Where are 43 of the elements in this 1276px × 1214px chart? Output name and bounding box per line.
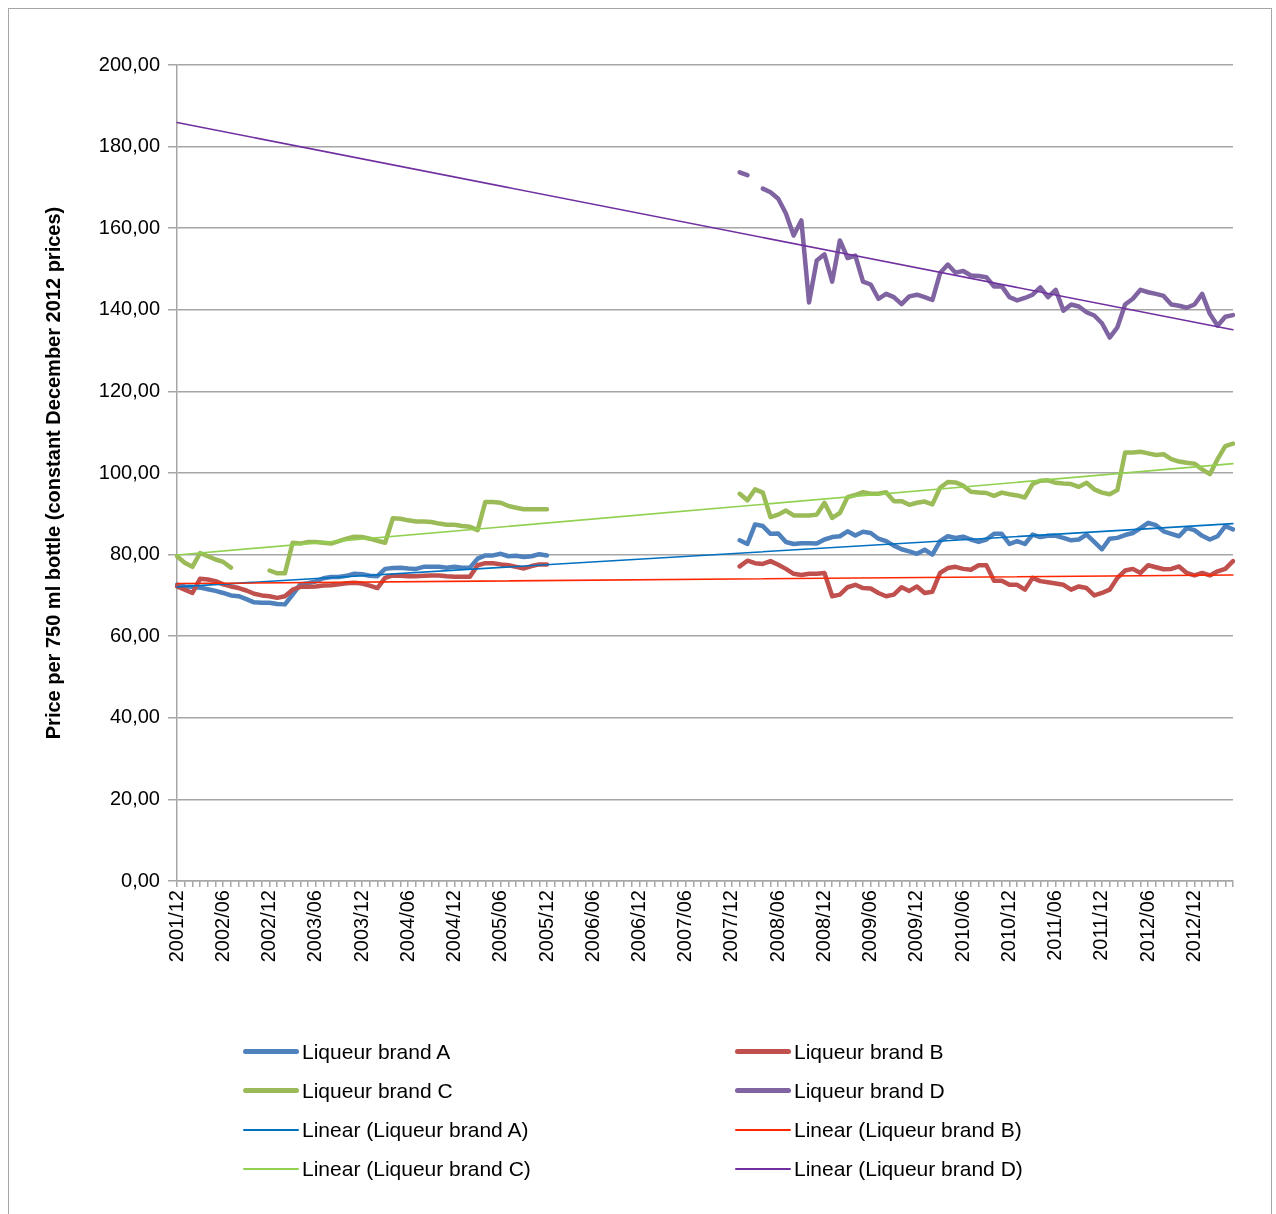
y-tick-label: 180,00 — [98, 134, 160, 157]
x-tick-label: 2004/12 — [442, 890, 464, 963]
x-tick-label: 2012/12 — [1181, 890, 1204, 963]
x-tick-label: 2008/06 — [765, 890, 788, 963]
x-tick-label: 2010/12 — [996, 890, 1019, 963]
legend-label: Linear (Liqueur brand B) — [794, 1117, 1022, 1142]
legend-label: Liqueur brand C — [302, 1078, 453, 1103]
x-tick-label: 2005/06 — [488, 890, 511, 963]
legend-label: Liqueur brand D — [794, 1078, 945, 1103]
y-tick-label: 160,00 — [98, 215, 160, 238]
y-tick-label: 40,00 — [109, 705, 160, 728]
x-tick-label: 2002/12 — [257, 890, 280, 963]
y-tick-label: 140,00 — [98, 297, 160, 320]
x-tick-label: 2010/06 — [950, 890, 973, 963]
legend-label: Liqueur brand A — [302, 1039, 451, 1064]
x-tick-label: 2002/06 — [210, 890, 233, 963]
x-tick-label: 2003/12 — [349, 890, 372, 963]
y-tick-label: 80,00 — [109, 542, 160, 565]
x-tick-label: 2007/06 — [673, 890, 696, 963]
x-tick-label: 2006/06 — [580, 890, 603, 963]
x-tick-label: 2006/12 — [627, 890, 649, 963]
x-tick-label: 2001/12 — [164, 890, 187, 963]
legend-label: Linear (Liqueur brand D) — [794, 1156, 1023, 1181]
x-tick-label: 2008/12 — [811, 890, 834, 963]
x-tick-label: 2012/06 — [1135, 890, 1158, 963]
x-tick-label: 2007/12 — [719, 890, 742, 963]
y-tick-label: 60,00 — [109, 623, 160, 646]
y-tick-label: 20,00 — [109, 786, 160, 809]
x-tick-label: 2009/12 — [904, 890, 927, 963]
legend-label: Linear (Liqueur brand A) — [302, 1117, 529, 1142]
x-tick-label: 2009/06 — [858, 890, 881, 963]
y-tick-label: 100,00 — [98, 460, 160, 483]
x-tick-label: 2011/06 — [1043, 890, 1066, 961]
legend-label: Linear (Liqueur brand C) — [302, 1156, 531, 1181]
y-tick-label: 0,00 — [121, 868, 160, 891]
x-tick-label: 2005/12 — [534, 890, 557, 963]
y-tick-label: 120,00 — [98, 378, 160, 401]
legend-label: Liqueur brand B — [794, 1039, 944, 1064]
x-tick-label: 2011/12 — [1089, 890, 1112, 961]
x-tick-label: 2003/06 — [303, 890, 326, 963]
y-tick-label: 200,00 — [98, 52, 160, 75]
y-axis-title: Price per 750 ml bottle (constant December 2012 prices) — [41, 206, 64, 740]
x-tick-label: 2004/06 — [395, 890, 418, 963]
